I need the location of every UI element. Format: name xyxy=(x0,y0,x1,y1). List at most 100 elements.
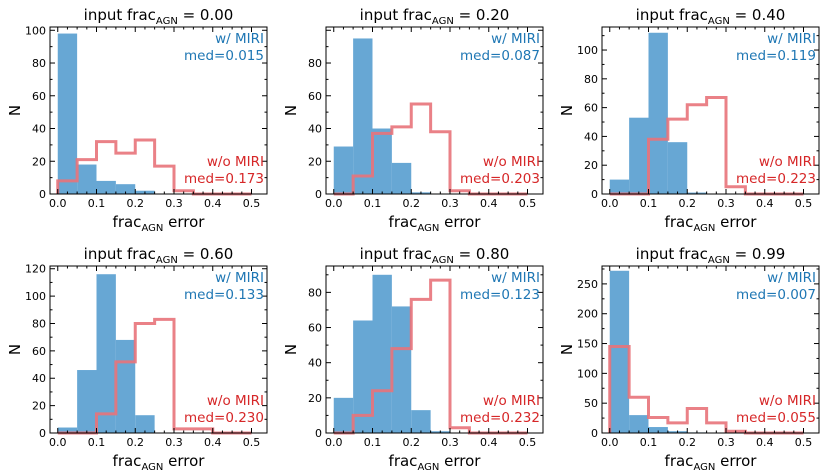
legend-with-miri: w/ MIRI xyxy=(767,31,816,47)
y-tick-label: 80 xyxy=(308,286,322,299)
axes-frame xyxy=(325,26,544,195)
panel-1: 0.0 0.1 0.2 0.3 0.4 0.5 0 20 40 60 80 100 input frac… xyxy=(6,6,268,234)
y-tick-label: 20 xyxy=(32,400,46,413)
median-with-miri: med=0.015 xyxy=(184,48,264,64)
x-tick-label: 0.1 xyxy=(364,197,382,210)
y-tick-label: 80 xyxy=(32,57,46,70)
bar-with-miri xyxy=(609,270,630,433)
x-tick-label: 0.4 xyxy=(756,197,774,210)
axes-frame xyxy=(325,265,544,434)
x-tick-label: 0.0 xyxy=(49,197,67,210)
axes-frame xyxy=(601,26,820,195)
bar-with-miri xyxy=(96,180,116,194)
x-tick-label: 0.0 xyxy=(601,436,619,449)
bar-with-miri xyxy=(57,427,78,433)
y-tick-label: 20 xyxy=(32,155,46,168)
panel-3: 0.0 0.1 0.2 0.3 0.4 0.5 0 20 40 60 80 100 input frac… xyxy=(558,6,820,234)
x-axis-label: fracAGN error xyxy=(665,452,758,473)
legend-with-miri: w/ MIRI xyxy=(491,31,540,47)
x-tick-label: 0.1 xyxy=(640,197,658,210)
y-tick-label: 150 xyxy=(577,338,598,351)
panel-title: input fracAGN = 0.20 xyxy=(360,6,510,27)
panel-title: input fracAGN = 0.99 xyxy=(636,245,786,266)
y-tick-label: 120 xyxy=(25,263,46,276)
bar-with-miri xyxy=(353,38,373,194)
legend-with-miri: w/ MIRI xyxy=(491,270,540,286)
panel-title: input fracAGN = 0.40 xyxy=(636,6,786,27)
bar-with-miri xyxy=(411,410,431,433)
legend-with-miri: w/ MIRI xyxy=(767,270,816,286)
x-axis-label: fracAGN error xyxy=(389,452,482,473)
bar-with-miri xyxy=(629,117,649,194)
panel-4: 0.0 0.1 0.2 0.3 0.4 0.5 0 20 40 60 80 100 120 input f… xyxy=(6,245,268,473)
y-tick-label: 40 xyxy=(308,123,322,136)
bar-with-miri xyxy=(372,274,392,433)
x-tick-label: 0.1 xyxy=(88,436,106,449)
x-tick-label: 0.3 xyxy=(717,436,735,449)
panel-title: input fracAGN = 0.80 xyxy=(360,245,510,266)
axes-frame xyxy=(49,26,268,195)
x-tick-label: 0.4 xyxy=(204,197,222,210)
x-tick-label: 0.0 xyxy=(49,436,67,449)
legend-without-miri: w/o MIRI xyxy=(759,154,816,170)
y-axis-label: N xyxy=(558,105,576,116)
bar-with-miri xyxy=(353,320,373,433)
y-tick-label: 60 xyxy=(584,102,598,115)
x-tick-label: 0.3 xyxy=(717,197,735,210)
x-tick-label: 0.3 xyxy=(165,197,183,210)
panel-2: 0.0 0.1 0.2 0.3 0.4 0.5 0 20 40 60 80 input fracAGN… xyxy=(282,6,544,234)
median-with-miri: med=0.007 xyxy=(736,287,816,303)
x-tick-label: 0.0 xyxy=(601,197,619,210)
bar-with-miri xyxy=(333,397,354,433)
x-tick-label: 0.0 xyxy=(325,436,343,449)
y-tick-label: 0 xyxy=(315,427,322,440)
x-tick-label: 0.3 xyxy=(441,436,459,449)
bar-with-miri xyxy=(96,274,116,433)
y-tick-label: 20 xyxy=(584,159,598,172)
x-tick-label: 0.3 xyxy=(165,436,183,449)
legend-without-miri: w/o MIRI xyxy=(483,393,540,409)
y-tick-label: 0 xyxy=(39,427,46,440)
bar-with-miri xyxy=(667,142,688,194)
y-tick-label: 40 xyxy=(308,357,322,370)
y-axis-label: N xyxy=(282,105,300,116)
bar-with-miri xyxy=(77,164,97,194)
y-tick-label: 100 xyxy=(25,290,46,303)
y-tick-label: 80 xyxy=(584,73,598,86)
y-tick-label: 100 xyxy=(577,44,598,57)
median-without-miri: med=0.223 xyxy=(736,171,816,187)
y-tick-label: 80 xyxy=(308,57,322,70)
legend-with-miri: w/ MIRI xyxy=(215,31,264,47)
bar-with-miri xyxy=(629,415,649,433)
x-tick-label: 0.3 xyxy=(441,197,459,210)
legend-without-miri: w/o MIRI xyxy=(759,393,816,409)
bar-with-miri xyxy=(648,427,668,433)
x-tick-label: 0.2 xyxy=(127,436,145,449)
y-tick-label: 100 xyxy=(25,24,46,37)
y-tick-label: 20 xyxy=(308,155,322,168)
panel-title: input fracAGN = 0.60 xyxy=(84,245,234,266)
y-axis-label: N xyxy=(282,344,300,355)
y-axis-label: N xyxy=(558,344,576,355)
x-tick-label: 0.1 xyxy=(640,436,658,449)
x-tick-label: 0.2 xyxy=(403,436,421,449)
x-tick-label: 0.4 xyxy=(480,197,498,210)
x-tick-label: 0.0 xyxy=(325,197,343,210)
axes-frame xyxy=(49,265,268,434)
x-tick-label: 0.2 xyxy=(127,197,145,210)
x-tick-label: 0.5 xyxy=(795,436,813,449)
panel-6: 0.0 0.1 0.2 0.3 0.4 0.5 0 50 100 150 200 250 input f… xyxy=(558,245,820,473)
axes-frame xyxy=(601,265,820,434)
y-tick-label: 250 xyxy=(577,278,598,291)
median-with-miri: med=0.123 xyxy=(460,287,540,303)
y-tick-label: 0 xyxy=(591,427,598,440)
median-with-miri: med=0.119 xyxy=(736,48,816,64)
bar-with-miri xyxy=(391,306,412,433)
y-tick-label: 20 xyxy=(308,392,322,405)
bar-with-miri xyxy=(115,339,136,433)
median-without-miri: med=0.203 xyxy=(460,171,540,187)
panel-title: input fracAGN = 0.00 xyxy=(84,6,234,27)
x-tick-label: 0.4 xyxy=(204,436,222,449)
x-tick-label: 0.2 xyxy=(679,436,697,449)
x-tick-label: 0.2 xyxy=(403,197,421,210)
